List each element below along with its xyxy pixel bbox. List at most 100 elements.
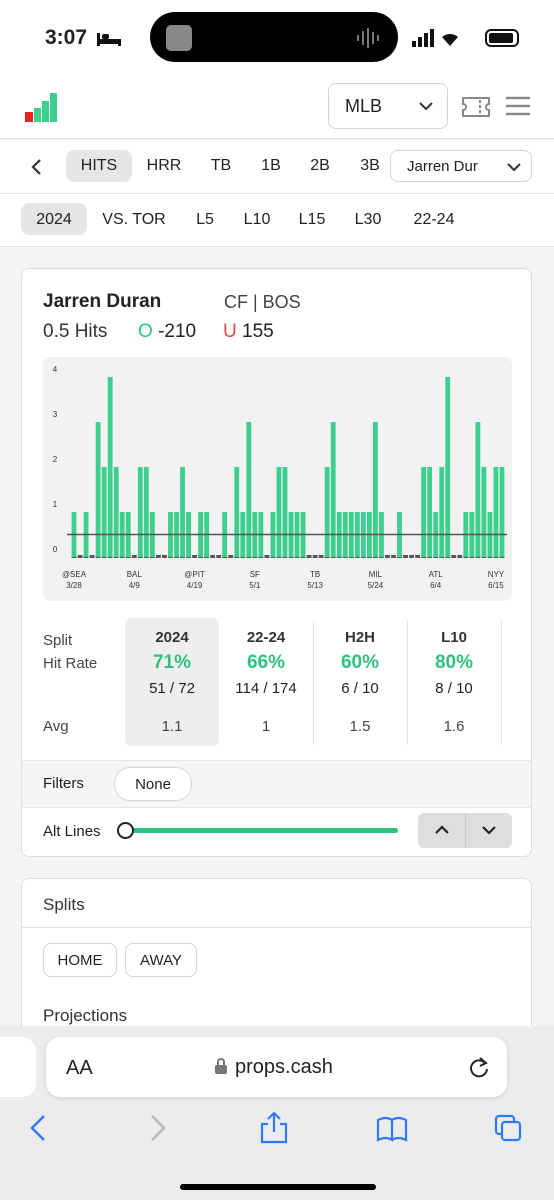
over-value: -210	[158, 321, 197, 342]
range-tab[interactable]: VS. TOR	[102, 211, 166, 228]
bar	[95, 422, 101, 557]
league-select[interactable]: MLB	[328, 83, 448, 129]
baseline-stub	[216, 555, 222, 558]
line-value: 0.5	[43, 321, 70, 342]
split-name: H2H	[344, 629, 376, 646]
prop-line: 0.5 Hits	[43, 321, 107, 343]
column-divider	[407, 621, 408, 745]
selected-column-bg	[125, 618, 219, 746]
x-tick-date: 6/15	[488, 581, 504, 590]
address-bar[interactable]: AA props.cash	[46, 1037, 507, 1097]
x-tick-label: ATL	[429, 570, 444, 579]
split-button[interactable]: AWAY	[125, 943, 197, 977]
baseline-stub	[131, 555, 137, 558]
down-button[interactable]	[482, 825, 496, 835]
average: 1	[261, 718, 271, 735]
bar	[101, 467, 107, 557]
hit-rate: 71%	[152, 652, 192, 673]
x-tick-label: @PIT	[184, 570, 205, 579]
range-tab[interactable]: L15	[298, 211, 326, 228]
split-name: 22-24	[246, 629, 286, 646]
menu-icon[interactable]	[505, 96, 531, 118]
player-select[interactable]: Jarren Dur	[390, 150, 532, 182]
baseline-stub	[264, 555, 270, 558]
back-button[interactable]	[30, 1115, 45, 1141]
reload-icon[interactable]	[468, 1055, 490, 1079]
text-size-button[interactable]: AA	[66, 1057, 93, 1079]
line-stat: Hits	[74, 321, 108, 342]
player-select-value: Jarren Dur	[407, 157, 478, 175]
range-tab[interactable]: 22-24	[413, 211, 455, 228]
split-button-label: AWAY	[140, 951, 182, 969]
x-tick-date: 4/9	[129, 581, 141, 590]
stat-tab[interactable]: TB	[210, 157, 232, 174]
forward-button[interactable]	[151, 1115, 166, 1141]
bar	[180, 467, 185, 557]
stat-tab[interactable]: HRR	[146, 157, 182, 174]
under-odds: U 155	[223, 321, 274, 343]
bar	[330, 422, 336, 557]
stat-tab[interactable]: 3B	[360, 157, 380, 174]
baseline-stub	[77, 555, 83, 558]
range-tab-bar: 2024 VS. TOR L5 L10 L15 L30 22-24	[0, 194, 554, 247]
bar	[499, 467, 505, 557]
stat-tab[interactable]: 1B	[261, 157, 281, 174]
stat-tab[interactable]: HITS	[80, 157, 118, 174]
browser-bar: AA props.cash	[0, 1026, 554, 1200]
status-bar: 3:07	[0, 0, 554, 78]
range-tab[interactable]: 2024	[36, 211, 72, 228]
divider	[465, 813, 466, 848]
x-tick-date: 4/19	[187, 581, 203, 590]
split-button[interactable]: HOME	[43, 943, 117, 977]
toolbar	[30, 1111, 522, 1144]
player-position: CF | BOS	[224, 292, 301, 312]
alt-lines-slider[interactable]	[126, 828, 398, 833]
bar	[475, 422, 481, 557]
range-tab[interactable]: L10	[243, 211, 271, 228]
share-button[interactable]	[260, 1111, 288, 1144]
bar	[113, 467, 119, 557]
hit-fraction: 51 / 72	[149, 680, 195, 697]
baseline-stub	[385, 555, 390, 558]
baseline-stub	[306, 555, 312, 558]
bar	[427, 467, 433, 557]
ticket-icon[interactable]	[460, 94, 492, 120]
baseline-stub	[312, 555, 318, 558]
baseline-stub	[318, 555, 324, 558]
range-tab[interactable]: L5	[196, 211, 214, 228]
prev-tab[interactable]	[0, 1037, 36, 1097]
splits-title: Splits	[43, 895, 85, 914]
filters-button[interactable]: None	[114, 767, 192, 801]
bookmarks-button[interactable]	[376, 1116, 408, 1143]
x-tick-label: NYY	[488, 570, 505, 579]
x-tick-date: 5/24	[368, 581, 384, 590]
row-label: Split	[43, 632, 73, 649]
bar	[282, 467, 288, 557]
tabs-button[interactable]	[494, 1114, 522, 1142]
average: 1.1	[161, 718, 183, 735]
stat-tab[interactable]: 2B	[310, 157, 330, 174]
bar	[324, 467, 330, 557]
x-tick-label: @SEA	[62, 570, 87, 579]
chevron	[507, 163, 521, 172]
logo[interactable]	[24, 92, 60, 124]
hit-fraction: 6 / 10	[341, 680, 379, 697]
up-button[interactable]	[435, 825, 449, 835]
x-tick-label: BAL	[127, 570, 143, 579]
slider-handle[interactable]	[117, 822, 134, 839]
player-card: Jarren Duran CF | BOS 0.5 Hits O -210 U …	[21, 268, 532, 857]
baseline-stub	[228, 555, 234, 558]
hit-fraction: 114 / 174	[235, 680, 297, 697]
hit-rate: 60%	[340, 652, 380, 673]
back-arrow[interactable]	[30, 158, 44, 176]
filters-row: Filters None	[22, 760, 531, 808]
bar	[107, 377, 113, 557]
alt-lines-label: Alt Lines	[43, 823, 101, 840]
under-mark: U	[223, 321, 237, 342]
baseline-stub	[162, 555, 167, 558]
bar	[276, 467, 282, 557]
hit-rate: 66%	[246, 652, 286, 673]
range-tab[interactable]: L30	[354, 211, 382, 228]
row-label: Avg	[43, 718, 69, 735]
split-button-label: HOME	[57, 951, 103, 969]
